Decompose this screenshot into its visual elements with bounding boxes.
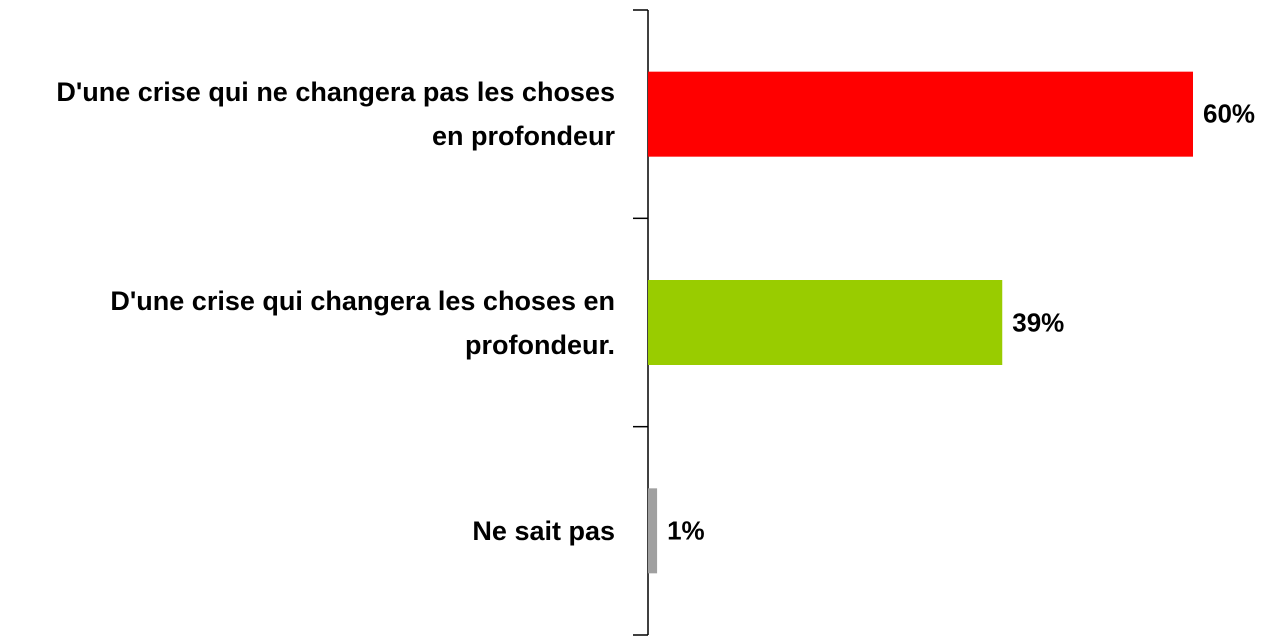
value-label: 39% <box>1012 307 1065 337</box>
bar <box>648 280 1003 365</box>
bar <box>648 71 1193 157</box>
category-label: D'une crise qui ne changera pas les chos… <box>56 77 615 152</box>
value-label: 1% <box>667 515 705 546</box>
bar <box>648 488 658 574</box>
value-label: 60% <box>1203 98 1256 129</box>
category-label: D'une crise qui changera les choses en p… <box>110 285 615 360</box>
category-label: Ne sait pas <box>472 515 615 546</box>
